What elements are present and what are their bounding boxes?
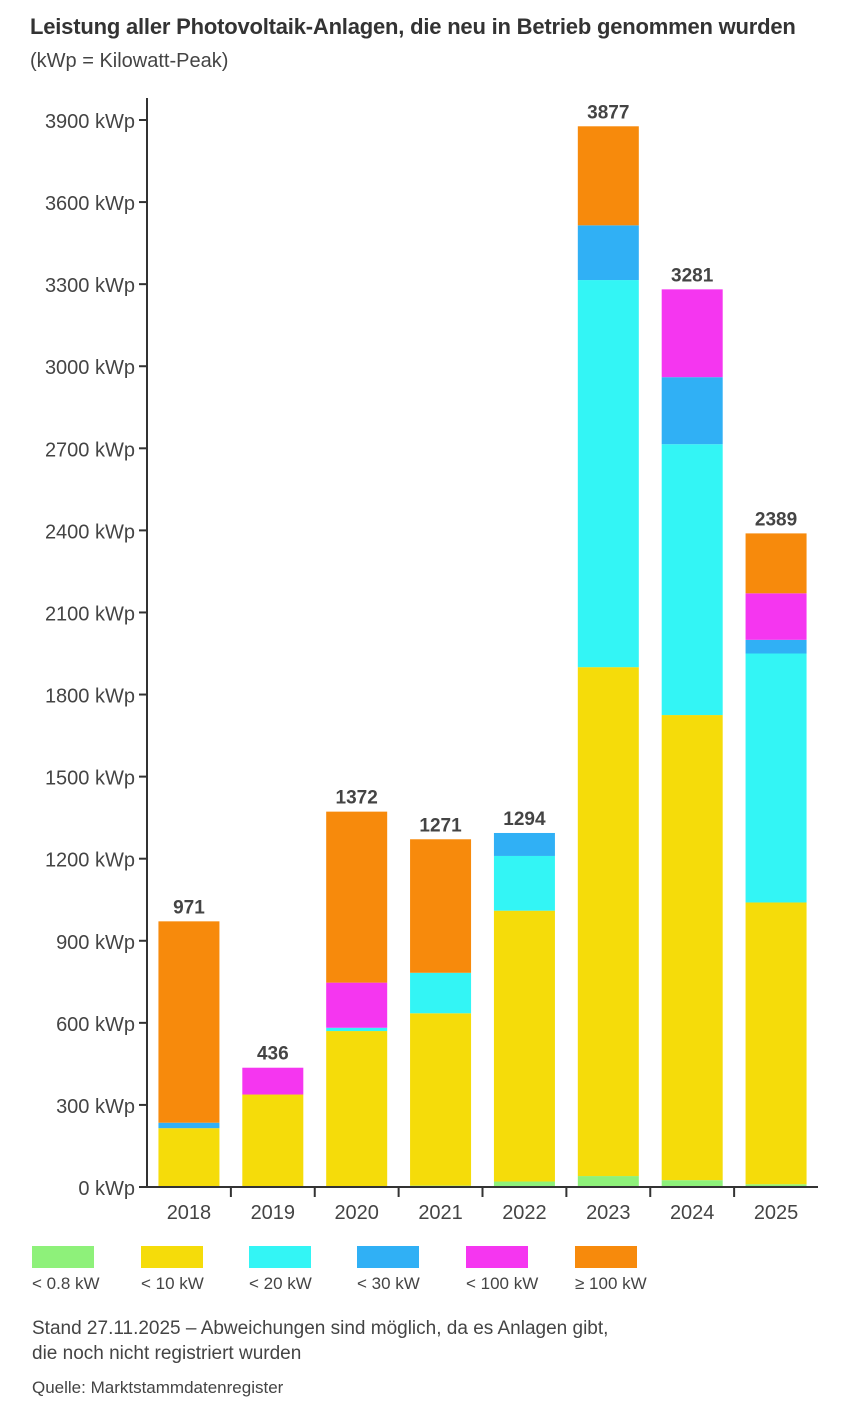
x-tick-label: 2023 [586,1202,631,1224]
legend-swatch [575,1246,637,1268]
y-tick-label: 1800 kWp [45,686,135,708]
bar-segment [326,1031,388,1187]
bar-segment [745,533,807,594]
legend-swatch [466,1246,528,1268]
bar-segment [745,902,807,1185]
bar-segment [326,811,388,983]
y-tick-label: 300 kWp [56,1096,135,1118]
bar-segment [493,1181,555,1187]
x-tick-label: 2022 [502,1202,547,1224]
legend-label: < 100 kW [466,1274,539,1293]
bar-segment [745,593,807,640]
y-tick-label: 2700 kWp [45,439,135,461]
legend-swatch [141,1246,203,1268]
bar-segment [661,715,723,1181]
bar-total-label: 436 [257,1044,289,1065]
legend-item: < 100 kW [466,1246,576,1294]
bar-segment [577,1176,639,1187]
footnote-line: Stand 27.11.2025 – Abweichungen sind mög… [32,1318,609,1339]
legend: < 0.8 kW < 10 kW < 20 kW < 30 kW < 100 k… [32,1246,832,1306]
legend-swatch [357,1246,419,1268]
legend-item: < 0.8 kW [32,1246,142,1294]
y-tick-label: 0 kWp [78,1178,135,1200]
bar-segment [410,839,472,973]
bar-segment [493,832,555,856]
x-tick-label: 2021 [418,1202,463,1224]
y-tick-label: 3900 kWp [45,111,135,133]
bar-total-label: 1372 [336,788,378,809]
y-tick-label: 3000 kWp [45,357,135,379]
bar-segment [158,1122,220,1129]
bar-segment [661,377,723,445]
chart-title: Leistung aller Photovoltaik-Anlagen, die… [30,14,796,39]
y-tick-label: 3300 kWp [45,275,135,297]
legend-item: ≥ 100 kW [575,1246,685,1294]
bar-total-label: 3877 [587,102,629,123]
y-tick-label: 3600 kWp [45,193,135,215]
legend-label: ≥ 100 kW [575,1274,647,1293]
y-tick-label: 600 kWp [56,1014,135,1036]
legend-label: < 0.8 kW [32,1274,100,1293]
x-tick-label: 2019 [251,1202,296,1224]
bar-segment [745,653,807,903]
bar-segment [661,289,723,378]
y-tick-label: 1500 kWp [45,768,135,790]
legend-item: < 20 kW [249,1246,359,1294]
bar-segment [661,444,723,716]
stacked-bar-chart: 0 kWp 300 kWp 600 kWp 900 kWp 1200 kWp 1500 k… [45,98,818,1224]
legend-label: < 20 kW [249,1274,312,1293]
bar-segment [242,1067,304,1095]
source-note: Quelle: Marktstammdatenregister [32,1378,284,1397]
footnote: Stand 27.11.2025 – Abweichungen sind mög… [32,1316,792,1366]
x-tick-label: 2020 [334,1202,379,1224]
y-tick-label: 900 kWp [56,932,135,954]
x-tick-label: 2025 [754,1202,799,1224]
bar-segment [410,1013,472,1186]
bar-total-label: 1294 [503,809,546,830]
y-tick-label: 2400 kWp [45,521,135,543]
bar-segment [577,667,639,1177]
bar-segment [242,1094,304,1187]
bar-segment [493,910,555,1182]
legend-swatch [32,1246,94,1268]
legend-label: < 30 kW [357,1274,420,1293]
bar-segment [661,1180,723,1187]
bar-total-label: 3281 [671,265,714,286]
bar-total-label: 2389 [755,509,797,530]
bar-segment [745,639,807,654]
x-tick-label: 2018 [167,1202,212,1224]
y-tick-label: 2100 kWp [45,603,135,625]
bar-segment [326,1027,388,1032]
legend-item: < 30 kW [357,1246,467,1294]
bar-segment [493,855,555,911]
bar-segment [577,280,639,668]
legend-item: < 10 kW [141,1246,251,1294]
legend-label: < 10 kW [141,1274,204,1293]
x-tick-label: 2024 [670,1202,715,1224]
bar-segment [326,982,388,1028]
footnote-line: die noch nicht registriert wurden [32,1343,302,1364]
bar-segment [577,126,639,226]
bar-segment [158,1128,220,1187]
bar-total-label: 1271 [419,815,462,836]
bar-total-label: 971 [173,897,205,918]
bar-segment [745,1184,807,1187]
y-tick-label: 1200 kWp [45,850,135,872]
bar-segment [410,972,472,1014]
chart-subtitle: (kWp = Kilowatt-Peak) [30,50,229,72]
legend-swatch [249,1246,311,1268]
bar-segment [577,225,639,281]
bar-segment [158,921,220,1123]
